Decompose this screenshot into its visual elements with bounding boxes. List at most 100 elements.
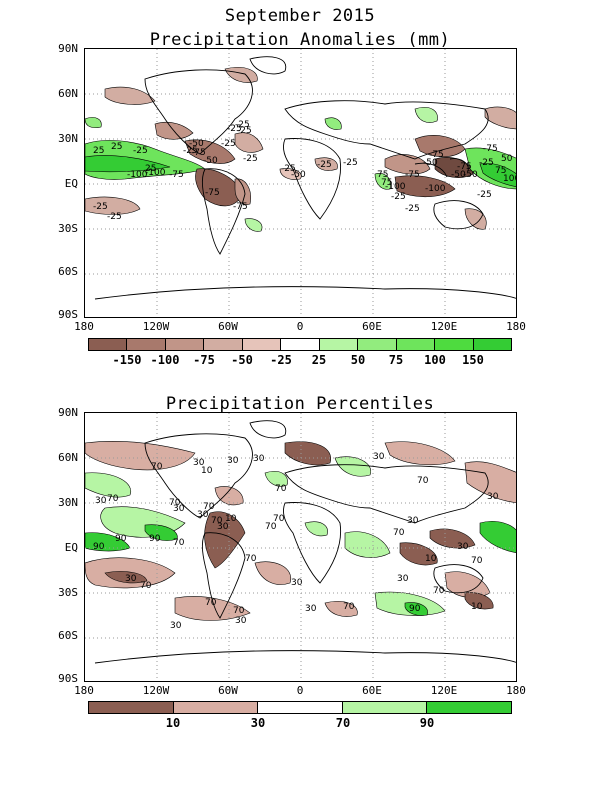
contour-label: -50 — [203, 156, 218, 166]
contour-label: 70 — [151, 462, 163, 472]
contour-label: 30 — [227, 456, 239, 466]
contour-label: -25 — [237, 126, 252, 136]
contour-label: 30 — [197, 510, 209, 520]
contour-label: 30 — [193, 458, 205, 468]
contour-label: -50 — [291, 170, 306, 180]
lon-label: 0 — [296, 320, 304, 333]
contour-label: 70 — [140, 581, 152, 591]
colorbar-swatch — [165, 339, 205, 350]
colorbar-swatch — [173, 702, 259, 713]
contour-label: 70 — [233, 606, 245, 616]
colorbar-label: -150 — [112, 353, 142, 367]
contour-label: -25 — [479, 158, 494, 168]
contour-label: 30 — [373, 452, 385, 462]
contour-label: 75 — [495, 166, 506, 176]
contour-label: -25 — [477, 190, 492, 200]
contour-label: 30 — [217, 522, 229, 532]
contour-label: -25 — [391, 192, 406, 202]
contour-label: -75 — [429, 150, 444, 160]
lat-label: 60N — [58, 87, 78, 100]
colorbar-label: 75 — [388, 353, 404, 367]
colorbar-label: -100 — [150, 353, 180, 367]
colorbar-label: -50 — [231, 353, 253, 367]
colorbar-label: -25 — [270, 353, 292, 367]
contour-label: -75 — [457, 162, 472, 172]
contour-label: 25 — [93, 146, 104, 156]
contour-label: 70 — [471, 556, 483, 566]
lon-label: 60W — [218, 684, 238, 697]
contour-label: 70 — [169, 498, 181, 508]
contour-label: 25 — [111, 142, 122, 152]
contour-label: -25 — [93, 202, 108, 212]
contour-label: 70 — [273, 514, 285, 524]
colorbar-label: 70 — [335, 716, 351, 730]
contour-label: -50 — [451, 170, 466, 180]
lat-label: 90S — [58, 672, 78, 685]
colorbar-swatch — [435, 339, 474, 350]
contour-label: -75 — [205, 188, 220, 198]
lon-label: 0 — [296, 684, 304, 697]
contour-label: -75 — [191, 148, 206, 158]
lon-label: 180 — [74, 320, 94, 333]
contour-label: 30 — [457, 542, 469, 552]
contour-label: 75 — [381, 178, 392, 188]
colorbar-swatch — [89, 702, 174, 713]
lon-label: 60W — [218, 320, 238, 333]
contour-label: 30 — [487, 492, 499, 502]
contour-label: -100 — [145, 168, 166, 178]
contour-label: 30 — [95, 496, 107, 506]
colorbar-swatch — [89, 339, 128, 350]
contour-label: -25 — [133, 146, 148, 156]
contour-label: 70 — [393, 528, 405, 538]
lon-label: 180 — [506, 320, 526, 333]
lon-label: 120E — [430, 320, 458, 333]
contour-label: 70 — [433, 586, 445, 596]
contour-label: 100 — [503, 174, 517, 184]
contour-label: 70 — [265, 522, 277, 532]
contour-label: -25 — [227, 124, 242, 134]
contour-label: -25 — [281, 164, 296, 174]
anomaly-colorbar — [88, 338, 512, 351]
contour-label: 70 — [343, 602, 355, 612]
contour-label: 50 — [501, 154, 513, 164]
contour-label: -50 — [423, 158, 438, 168]
contour-label: 30 — [173, 504, 185, 514]
contour-label: -25 — [405, 204, 420, 214]
contour-label: 10 — [201, 466, 213, 476]
contour-label: 90 — [409, 604, 421, 614]
lat-label: 30N — [58, 496, 78, 509]
contour-label: 70 — [211, 516, 223, 526]
lat-label: 90N — [58, 42, 78, 55]
contour-label: -25 — [343, 158, 358, 168]
contour-label: 70 — [107, 494, 119, 504]
lat-label: 30S — [58, 586, 78, 599]
lon-label: 120W — [142, 684, 170, 697]
contour-label: 25 — [145, 164, 156, 174]
percentile-map: 70 30 30 70 30 70 70 30 70 30 30 70 90 9… — [84, 412, 517, 682]
lat-label: 90S — [58, 308, 78, 321]
contour-label: 30 — [305, 604, 317, 614]
lat-label: EQ — [64, 177, 78, 190]
contour-label: -100 — [385, 182, 406, 192]
contour-label: 70 — [203, 502, 215, 512]
contour-label: 30 — [291, 578, 303, 588]
contour-label: 70 — [417, 476, 429, 486]
colorbar-label: 30 — [250, 716, 266, 730]
colorbar-swatch — [427, 702, 511, 713]
lon-label: 60E — [362, 320, 382, 333]
lat-label: 30N — [58, 132, 78, 145]
lat-label: 30S — [58, 222, 78, 235]
contour-label: -50 — [463, 170, 478, 180]
contour-label: -75 — [483, 144, 498, 154]
contour-label: 10 — [225, 514, 237, 524]
colorbar-swatch — [358, 339, 397, 350]
percentile-map-title: Precipitation Percentiles — [165, 394, 435, 414]
contour-label: 10 — [471, 602, 483, 612]
colorbar-swatch — [242, 339, 282, 350]
contour-label: 70 — [205, 598, 217, 608]
contour-label: 30 — [397, 574, 409, 584]
contour-label: -75 — [233, 202, 248, 212]
contour-label: 70 — [173, 538, 185, 548]
colorbar-label: 90 — [419, 716, 435, 730]
colorbar-swatch — [342, 702, 428, 713]
